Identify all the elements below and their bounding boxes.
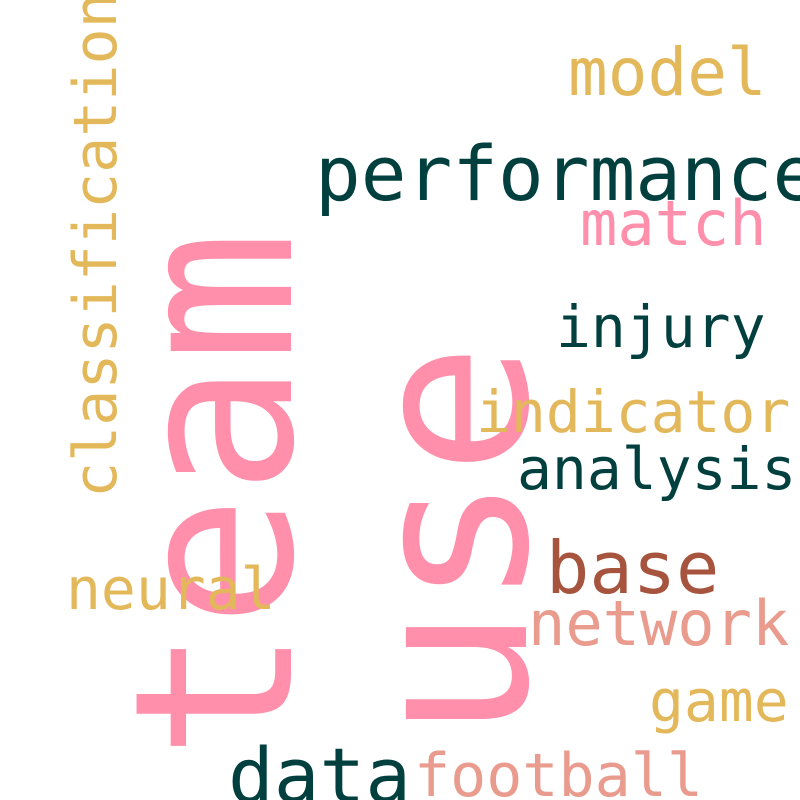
word-neural: neural: [66, 555, 276, 623]
word-team: team: [87, 230, 343, 760]
word-analysis: analysis: [517, 435, 797, 503]
word-injury: injury: [556, 293, 766, 361]
word-football: football: [414, 741, 703, 800]
word-model: model: [568, 34, 767, 111]
word-classification: classification: [61, 0, 131, 498]
word-game: game: [649, 667, 789, 735]
word-indicator: indicator: [476, 378, 791, 446]
word-network: network: [528, 587, 790, 660]
word-base: base: [546, 526, 720, 610]
word-performance: performance: [315, 129, 800, 218]
word-data: data: [228, 731, 412, 800]
word-match: match: [580, 187, 767, 260]
